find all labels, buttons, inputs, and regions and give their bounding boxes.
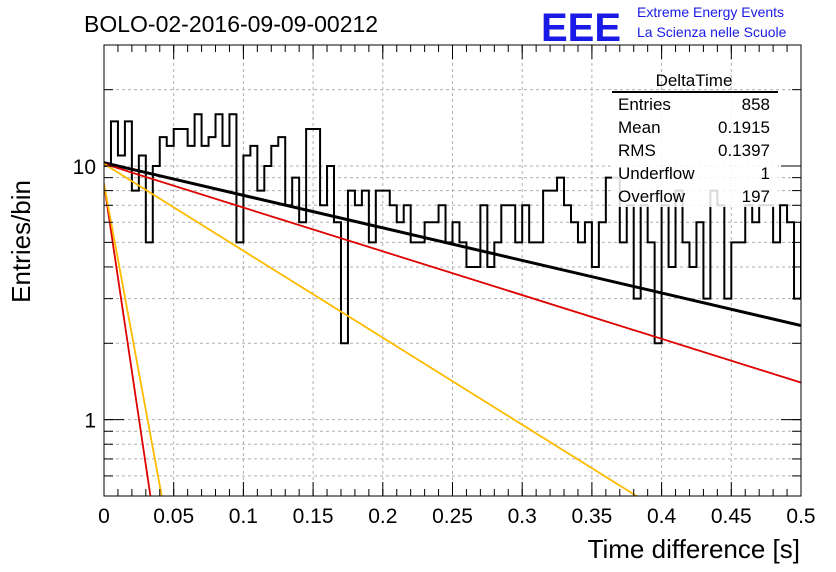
- fit-curve: [104, 163, 637, 496]
- x-tick-label: 0.5: [786, 505, 815, 528]
- stats-label-underflow: Underflow: [618, 164, 695, 183]
- fit-curve: [104, 161, 801, 327]
- stats-label-mean: Mean: [618, 118, 661, 137]
- stats-label-entries: Entries: [618, 95, 671, 114]
- x-tick-label: 0.05: [153, 505, 194, 528]
- eee-logo: EEE: [541, 6, 621, 50]
- y-axis-label: Entries/bin: [6, 180, 36, 303]
- stats-background: [612, 92, 778, 207]
- y-tick-label: 10: [73, 156, 96, 179]
- x-tick-label: 0.45: [711, 505, 752, 528]
- run-title: BOLO-02-2016-09-09-00212: [84, 11, 378, 37]
- x-tick-label: 0.2: [368, 505, 397, 528]
- histogram-bins: [104, 113, 801, 345]
- x-tick-label: 0.4: [647, 505, 677, 528]
- stats-value-entries: 858: [742, 95, 770, 114]
- logo-line-2: La Scienza nelle Scuole: [637, 24, 787, 40]
- x-axis-label: Time difference [s]: [588, 534, 800, 564]
- y-tick-label: 1: [84, 410, 96, 433]
- stats-label-rms: RMS: [618, 141, 656, 160]
- x-tick-label: 0.3: [508, 505, 537, 528]
- fit-curve: [104, 162, 801, 384]
- axis-ticks: [103, 44, 802, 497]
- y-tick-labels: 1 10: [73, 156, 96, 433]
- stats-value-overflow: 197: [742, 187, 770, 206]
- stats-box: DeltaTime Entries 858 Mean 0.1915 RMS 0.…: [612, 71, 778, 207]
- stats-label-overflow: Overflow: [618, 187, 686, 206]
- x-tick-label: 0.25: [432, 505, 473, 528]
- fit-curves: [104, 161, 801, 496]
- fit-curve: [104, 183, 163, 496]
- x-tick-label: 0.1: [229, 505, 258, 528]
- histogram-series: [104, 113, 801, 345]
- stats-value-rms: 0.1397: [718, 141, 770, 160]
- logo-line-1: Extreme Energy Events: [637, 4, 784, 20]
- x-tick-label: 0.15: [293, 505, 334, 528]
- stats-title: DeltaTime: [656, 71, 733, 90]
- stats-value-mean: 0.1915: [718, 118, 770, 137]
- stats-value-underflow: 1: [761, 164, 770, 183]
- x-tick-label: 0.35: [571, 505, 612, 528]
- x-tick-labels: 0 0.05 0.1 0.15 0.2 0.25 0.3 0.35 0.4 0.45 0.5: [98, 505, 815, 528]
- fit-curve: [104, 183, 152, 496]
- x-tick-label: 0: [98, 505, 110, 528]
